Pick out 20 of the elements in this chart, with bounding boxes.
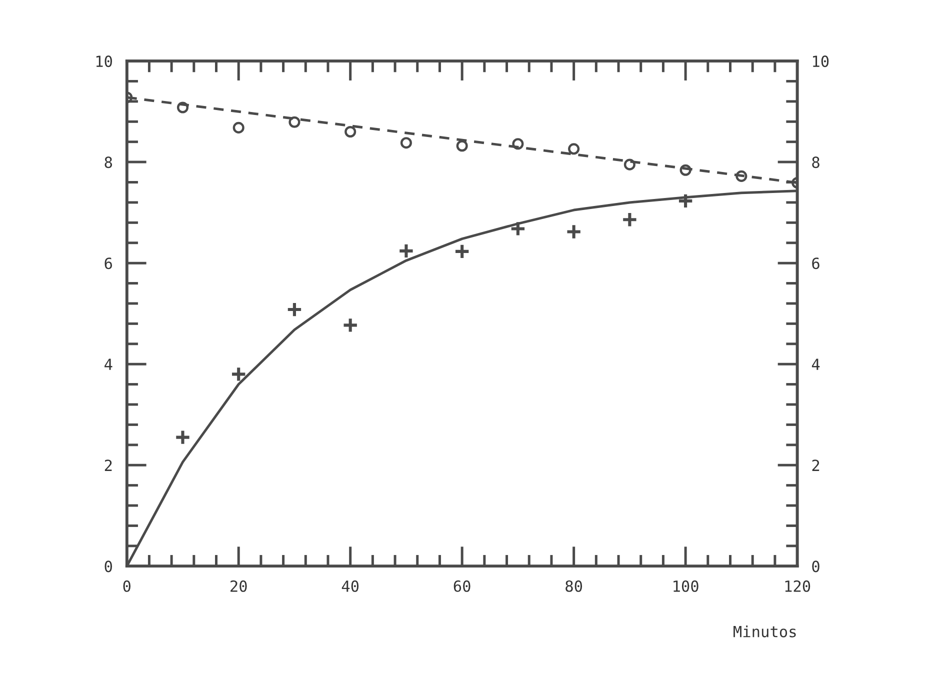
x-tick-label: 100: [674, 580, 698, 592]
y-tick-label: 10: [96, 56, 112, 68]
y2-tick-label: 2: [812, 460, 820, 471]
x-tick-label: 60: [454, 580, 470, 592]
y-tick-label: 8: [104, 156, 112, 168]
x-tick-label: 0: [123, 580, 130, 592]
y2-tick-label: 4: [812, 358, 820, 370]
y2-tick-label: 6: [812, 258, 820, 270]
y-tick-label: 2: [104, 460, 112, 471]
y-tick-label: 4: [104, 358, 112, 370]
x-tick-label: 20: [230, 580, 247, 592]
x-tick-label: 40: [342, 580, 359, 592]
y2-tick-label: 8: [812, 156, 820, 168]
y2-tick-label: 0: [812, 560, 820, 572]
x-tick-label: 80: [566, 580, 582, 592]
x-tick-label: 120: [785, 580, 810, 592]
y-tick-label: 6: [104, 258, 112, 270]
y2-tick-label: 10: [813, 56, 829, 68]
x-axis-title: Minutos: [734, 626, 796, 638]
y-tick-label: 0: [104, 560, 112, 572]
